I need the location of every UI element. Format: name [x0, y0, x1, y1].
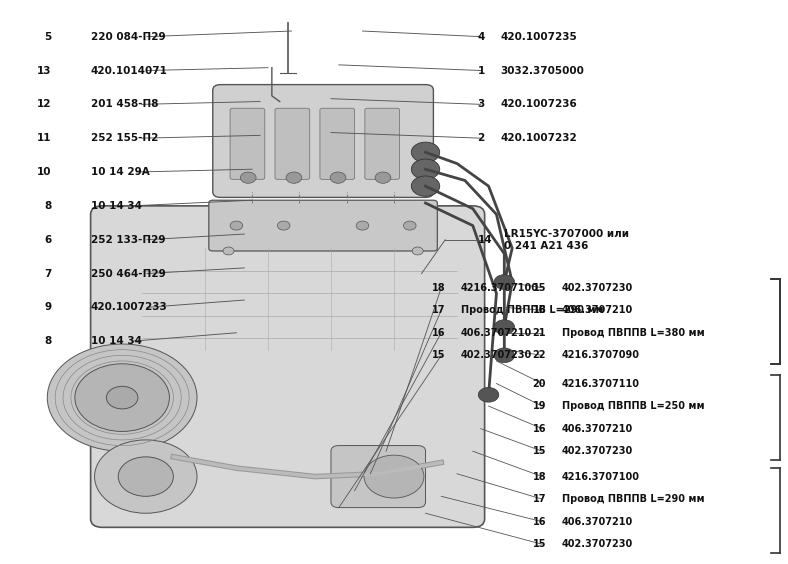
Text: 8: 8 — [44, 336, 51, 346]
Text: 5: 5 — [44, 32, 51, 42]
Text: 420.1007233: 420.1007233 — [91, 302, 167, 312]
Text: 9: 9 — [44, 302, 51, 312]
Text: 16: 16 — [533, 517, 546, 527]
Text: 18: 18 — [432, 283, 445, 293]
Text: 4216.3707110: 4216.3707110 — [562, 378, 640, 389]
Text: 252 133-П29: 252 133-П29 — [91, 235, 165, 245]
Text: 22: 22 — [533, 350, 546, 360]
Text: 402.3707230: 402.3707230 — [562, 539, 633, 549]
Text: 14: 14 — [478, 235, 492, 245]
Text: 6: 6 — [44, 235, 51, 245]
Circle shape — [494, 348, 515, 363]
FancyBboxPatch shape — [320, 108, 355, 179]
Text: 4216.3707090: 4216.3707090 — [562, 350, 640, 360]
Text: 4: 4 — [478, 32, 485, 42]
Circle shape — [375, 172, 391, 183]
Text: AutoSoft: AutoSoft — [246, 398, 385, 426]
Text: 8: 8 — [44, 201, 51, 211]
Text: 4216.3707100: 4216.3707100 — [461, 283, 539, 293]
Text: 10 14 34: 10 14 34 — [91, 201, 142, 211]
Text: Провод ПВППВ L=380 мм: Провод ПВППВ L=380 мм — [562, 328, 704, 338]
FancyBboxPatch shape — [230, 108, 265, 179]
Text: 402.3707230: 402.3707230 — [562, 283, 633, 293]
Circle shape — [75, 364, 169, 431]
Text: 420.1007235: 420.1007235 — [500, 32, 577, 42]
Text: 11: 11 — [37, 133, 51, 143]
Text: 13: 13 — [37, 65, 51, 76]
Circle shape — [494, 320, 515, 334]
FancyBboxPatch shape — [331, 446, 426, 508]
Text: 402.3707230: 402.3707230 — [461, 350, 532, 360]
Circle shape — [494, 275, 515, 289]
Circle shape — [240, 172, 256, 183]
Circle shape — [411, 176, 440, 196]
Text: 12: 12 — [37, 99, 51, 109]
Text: 3032.3705000: 3032.3705000 — [500, 65, 584, 76]
Circle shape — [330, 172, 346, 183]
Circle shape — [356, 221, 369, 230]
FancyBboxPatch shape — [275, 108, 310, 179]
Circle shape — [412, 247, 423, 255]
Text: 15: 15 — [533, 539, 546, 549]
Text: 406.3707210: 406.3707210 — [562, 424, 633, 434]
Text: 250 464-П29: 250 464-П29 — [91, 268, 165, 279]
Text: 18: 18 — [533, 472, 546, 482]
Text: 21: 21 — [533, 328, 546, 338]
Text: 15: 15 — [432, 350, 445, 360]
Text: 10: 10 — [37, 167, 51, 177]
Circle shape — [286, 172, 302, 183]
Text: 420.1007236: 420.1007236 — [500, 99, 577, 109]
Text: Провод ПВППВ L=290 мм: Провод ПВППВ L=290 мм — [461, 305, 604, 315]
FancyBboxPatch shape — [209, 200, 437, 251]
Circle shape — [411, 159, 440, 179]
Text: 201 458-П8: 201 458-П8 — [91, 99, 158, 109]
Circle shape — [411, 142, 440, 162]
Text: 20: 20 — [533, 378, 546, 389]
Text: 15: 15 — [533, 283, 546, 293]
Text: 1: 1 — [478, 65, 485, 76]
FancyBboxPatch shape — [365, 108, 400, 179]
Text: Провод ПВППВ L=250 мм: Провод ПВППВ L=250 мм — [562, 401, 704, 411]
Text: 16: 16 — [432, 328, 445, 338]
Text: 2: 2 — [478, 133, 485, 143]
Circle shape — [106, 386, 138, 409]
Text: 420.1007232: 420.1007232 — [500, 133, 577, 143]
Circle shape — [95, 440, 197, 513]
Text: Провод ПВППВ L=290 мм: Провод ПВППВ L=290 мм — [562, 494, 704, 504]
Text: 4216.3707100: 4216.3707100 — [562, 472, 640, 482]
Text: 406.3707210: 406.3707210 — [461, 328, 532, 338]
Text: 15: 15 — [533, 446, 546, 456]
Text: 17: 17 — [432, 305, 445, 315]
Circle shape — [223, 247, 234, 255]
FancyBboxPatch shape — [213, 85, 433, 197]
Text: 3: 3 — [478, 99, 485, 109]
Text: 406.3707210: 406.3707210 — [562, 305, 633, 315]
Text: 420.1014071: 420.1014071 — [91, 65, 168, 76]
Text: 19: 19 — [533, 401, 546, 411]
Circle shape — [364, 455, 424, 498]
Circle shape — [277, 221, 290, 230]
Text: 10 14 34: 10 14 34 — [91, 336, 142, 346]
Text: 402.3707230: 402.3707230 — [562, 446, 633, 456]
Text: 10 14 29А: 10 14 29А — [91, 167, 150, 177]
Text: 16: 16 — [533, 305, 546, 315]
Text: 406.3707210: 406.3707210 — [562, 517, 633, 527]
Circle shape — [47, 344, 197, 451]
Text: 220 084-П29: 220 084-П29 — [91, 32, 165, 42]
Text: 17: 17 — [533, 494, 546, 504]
Text: 252 155-П2: 252 155-П2 — [91, 133, 158, 143]
Text: 7: 7 — [44, 268, 51, 279]
FancyBboxPatch shape — [91, 206, 485, 527]
Circle shape — [118, 457, 173, 496]
Circle shape — [403, 221, 416, 230]
Text: 16: 16 — [533, 424, 546, 434]
Circle shape — [230, 221, 243, 230]
Circle shape — [478, 387, 499, 402]
Text: LR15YC-3707000 или
0 241 А21 436: LR15YC-3707000 или 0 241 А21 436 — [504, 229, 630, 250]
